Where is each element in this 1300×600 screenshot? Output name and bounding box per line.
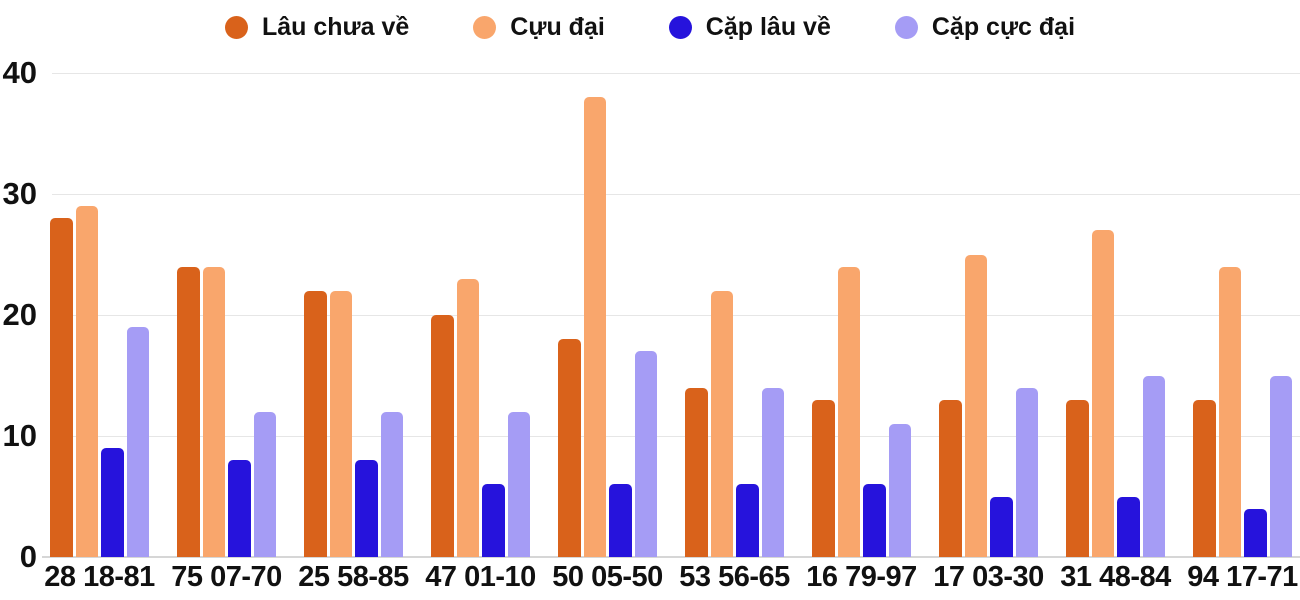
x-axis-category-label: 28 18-81 bbox=[44, 561, 155, 593]
bar-Cặp cực đại-25 58-85[interactable] bbox=[380, 411, 403, 557]
legend-label: Cựu đại bbox=[510, 12, 605, 41]
bar-Cựu đại-53 56-65[interactable] bbox=[710, 290, 733, 557]
y-axis-tick-label: 0 bbox=[19, 539, 37, 574]
gridline-30 bbox=[52, 194, 1300, 195]
y-axis-tick-label: 30 bbox=[2, 176, 37, 211]
gridline-20 bbox=[52, 315, 1300, 316]
y-axis-tick-label: 40 bbox=[2, 55, 37, 90]
bar-Cựu đại-94 17-71[interactable] bbox=[1218, 266, 1241, 557]
gridline-10 bbox=[52, 436, 1300, 437]
legend-item-4[interactable]: Cặp cực đại bbox=[894, 12, 1076, 42]
bar-Lâu chưa về-16 79-97[interactable] bbox=[812, 399, 835, 557]
bar-Cựu đại-28 18-81[interactable] bbox=[75, 206, 98, 557]
x-axis-baseline bbox=[42, 556, 1300, 558]
bar-Lâu chưa về-25 58-85[interactable] bbox=[304, 290, 327, 557]
legend-swatch-icon bbox=[894, 15, 918, 39]
x-axis-category-label: 47 01-10 bbox=[425, 561, 536, 593]
bar-Cựu đại-47 01-10[interactable] bbox=[456, 278, 479, 557]
bar-Lâu chưa về-75 07-70[interactable] bbox=[177, 266, 200, 557]
bar-Cặp lâu về-25 58-85[interactable] bbox=[355, 460, 378, 557]
legend-label: Cặp cực đại bbox=[931, 12, 1076, 41]
bar-Cặp cực đại-94 17-71[interactable] bbox=[1269, 375, 1292, 557]
bar-Cặp lâu về-75 07-70[interactable] bbox=[228, 460, 251, 557]
bar-Cựu đại-31 48-84[interactable] bbox=[1091, 230, 1114, 557]
legend-swatch-icon bbox=[224, 15, 248, 39]
gridline-40 bbox=[52, 73, 1300, 74]
bar-Cặp cực đại-31 48-84[interactable] bbox=[1142, 375, 1165, 557]
bar-Cặp cực đại-50 05-50[interactable] bbox=[634, 351, 657, 557]
legend-label: Cặp lâu về bbox=[705, 12, 831, 41]
bar-Cặp lâu về-94 17-71[interactable] bbox=[1244, 508, 1267, 557]
bar-Cặp lâu về-50 05-50[interactable] bbox=[609, 484, 632, 557]
legend-item-3[interactable]: Cặp lâu về bbox=[668, 12, 831, 42]
legend-swatch-icon bbox=[473, 15, 497, 39]
legend-item-1[interactable]: Lâu chưa về bbox=[224, 12, 410, 42]
x-axis-category-label: 31 48-84 bbox=[1060, 561, 1171, 593]
bar-Cặp cực đại-16 79-97[interactable] bbox=[888, 423, 911, 557]
bar-Cặp lâu về-28 18-81[interactable] bbox=[101, 448, 124, 557]
x-axis-category-label: 25 58-85 bbox=[298, 561, 409, 593]
bar-Lâu chưa về-17 03-30[interactable] bbox=[939, 399, 962, 557]
bar-Cặp lâu về-53 56-65[interactable] bbox=[736, 484, 759, 557]
bar-Cặp lâu về-16 79-97[interactable] bbox=[863, 484, 886, 557]
bar-Cựu đại-25 58-85[interactable] bbox=[329, 290, 352, 557]
bar-Lâu chưa về-47 01-10[interactable] bbox=[431, 315, 454, 557]
bar-Cựu đại-50 05-50[interactable] bbox=[583, 97, 606, 557]
bar-Cựu đại-75 07-70[interactable] bbox=[202, 266, 225, 557]
bar-Lâu chưa về-28 18-81[interactable] bbox=[50, 218, 73, 557]
legend-item-2[interactable]: Cựu đại bbox=[473, 13, 605, 42]
legend: Lâu chưa về Cựu đại Cặp lâu về Cặp cực đại bbox=[0, 4, 1300, 50]
bar-Cặp cực đại-53 56-65[interactable] bbox=[761, 387, 784, 557]
bar-Cặp lâu về-47 01-10[interactable] bbox=[482, 484, 505, 557]
x-axis-category-label: 16 79-97 bbox=[806, 561, 917, 593]
bar-Lâu chưa về-31 48-84[interactable] bbox=[1066, 399, 1089, 557]
x-axis-category-label: 75 07-70 bbox=[171, 561, 282, 593]
legend-swatch-icon bbox=[668, 15, 692, 39]
x-axis-category-label: 17 03-30 bbox=[933, 561, 1044, 593]
x-axis-category-label: 53 56-65 bbox=[679, 561, 790, 593]
bar-Cặp cực đại-28 18-81[interactable] bbox=[126, 327, 149, 557]
y-axis-tick-label: 10 bbox=[2, 418, 37, 453]
x-axis-category-label: 94 17-71 bbox=[1187, 561, 1298, 593]
bar-Cặp lâu về-31 48-84[interactable] bbox=[1117, 496, 1140, 557]
bar-Cựu đại-16 79-97[interactable] bbox=[837, 266, 860, 557]
bar-Cặp cực đại-75 07-70[interactable] bbox=[253, 411, 276, 557]
bar-Cặp cực đại-47 01-10[interactable] bbox=[507, 411, 530, 557]
bar-Cựu đại-17 03-30[interactable] bbox=[964, 254, 987, 557]
x-axis-category-label: 50 05-50 bbox=[552, 561, 663, 593]
bar-Lâu chưa về-50 05-50[interactable] bbox=[558, 339, 581, 557]
bar-Lâu chưa về-53 56-65[interactable] bbox=[685, 387, 708, 557]
legend-label: Lâu chưa về bbox=[261, 12, 410, 41]
bar-Cặp lâu về-17 03-30[interactable] bbox=[990, 496, 1013, 557]
bar-Cặp cực đại-17 03-30[interactable] bbox=[1015, 387, 1038, 557]
bar-Lâu chưa về-94 17-71[interactable] bbox=[1193, 399, 1216, 557]
y-axis-tick-label: 20 bbox=[2, 297, 37, 332]
